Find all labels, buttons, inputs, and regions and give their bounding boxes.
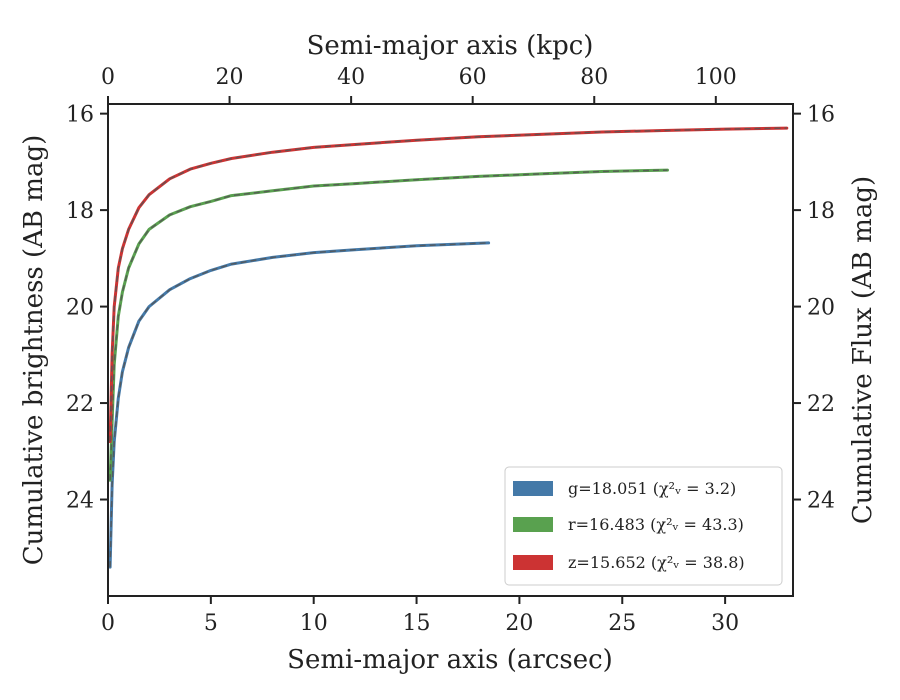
series-layer xyxy=(108,126,789,569)
y2-tick-label: 20 xyxy=(807,296,835,321)
y-tick-label: 16 xyxy=(66,103,94,128)
x-axis-top-ticks: 0 20 40 60 80 100 xyxy=(101,65,737,104)
x-tick-label: 20 xyxy=(505,611,533,636)
y-tick-label: 18 xyxy=(66,199,94,224)
y2-axis-title: Cumulative Flux (AB mag) xyxy=(848,176,878,524)
x2-tick-label: 80 xyxy=(580,65,608,90)
x-tick-label: 30 xyxy=(711,611,739,636)
x-axis-title: Semi-major axis (arcsec) xyxy=(287,645,613,675)
model-fit-line-z xyxy=(109,127,787,442)
x-tick-label: 10 xyxy=(300,611,328,636)
x-tick-label: 15 xyxy=(403,611,431,636)
y2-tick-label: 22 xyxy=(807,392,835,417)
x-tick-label: 5 xyxy=(204,611,218,636)
model-fit-line-r xyxy=(109,169,668,481)
legend-swatch-r xyxy=(513,517,553,532)
legend: g=18.051 (χ²ᵥ = 3.2) r=16.483 (χ²ᵥ = 43.… xyxy=(504,466,783,586)
x2-tick-label: 40 xyxy=(337,65,365,90)
x2-tick-label: 0 xyxy=(101,65,115,90)
legend-label-g: g=18.051 (χ²ᵥ = 3.2) xyxy=(568,479,736,498)
x2-axis-title: Semi-major axis (kpc) xyxy=(307,31,594,61)
legend-label-r: r=16.483 (χ²ᵥ = 43.3) xyxy=(568,515,744,534)
x2-tick-label: 60 xyxy=(459,65,487,90)
legend-box xyxy=(504,466,783,586)
x-axis-bottom-ticks: 0 5 10 15 20 25 30 xyxy=(101,596,739,636)
y-axis-left-ticks: 16 18 20 22 24 xyxy=(66,103,108,514)
y-tick-label: 24 xyxy=(66,489,94,514)
y-axis-title: Cumulative brightness (AB mag) xyxy=(19,135,49,566)
y2-tick-label: 16 xyxy=(807,103,835,128)
y-tick-label: 20 xyxy=(66,296,94,321)
x2-tick-label: 100 xyxy=(695,65,737,90)
legend-label-z: z=15.652 (χ²ᵥ = 38.8) xyxy=(568,553,745,572)
y-tick-label: 22 xyxy=(66,392,94,417)
x2-tick-label: 20 xyxy=(216,65,244,90)
legend-swatch-z xyxy=(513,555,553,570)
x-tick-label: 25 xyxy=(608,611,636,636)
y2-tick-label: 18 xyxy=(807,199,835,224)
y2-tick-label: 24 xyxy=(807,489,835,514)
y-axis-right-ticks: 16 18 20 22 24 xyxy=(793,103,835,514)
x-tick-label: 0 xyxy=(101,611,115,636)
model-fit-line-g xyxy=(109,242,489,568)
legend-swatch-g xyxy=(513,481,553,496)
plot-frame xyxy=(107,103,794,597)
